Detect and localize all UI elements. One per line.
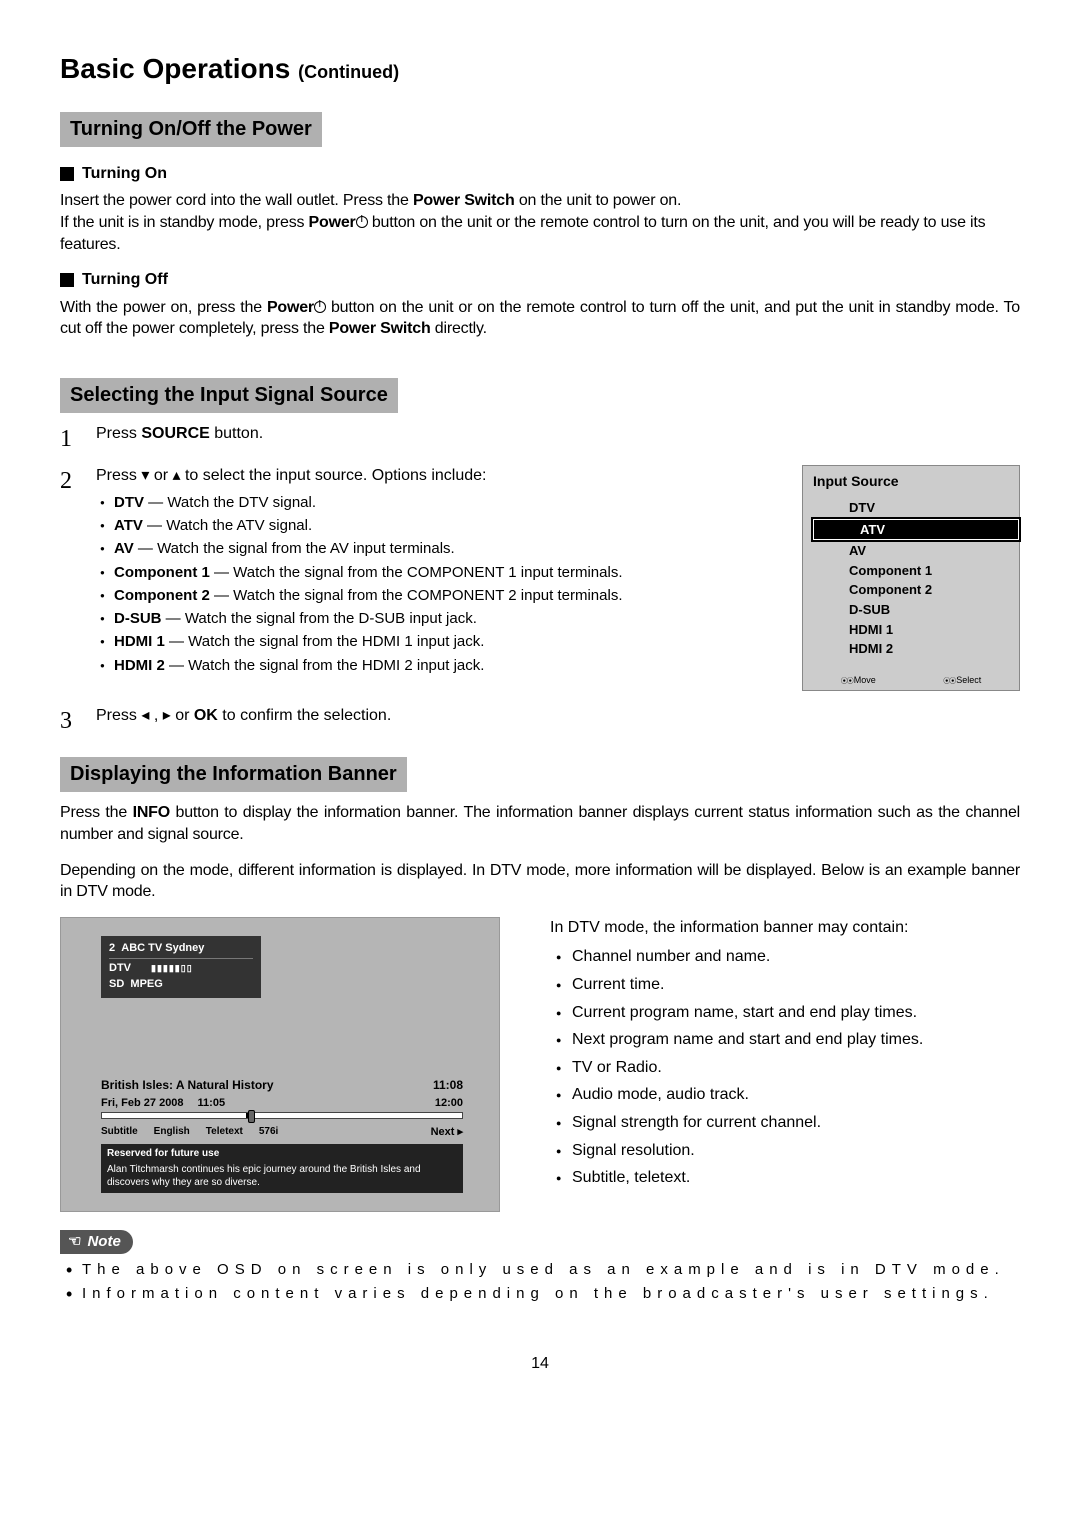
input-source-item[interactable]: Component 2 bbox=[849, 581, 1009, 599]
sub-heading-turning-off: Turning Off bbox=[60, 269, 1020, 291]
input-source-item[interactable]: DTV bbox=[849, 499, 1009, 517]
section-source-heading: Selecting the Input Signal Source bbox=[60, 378, 398, 413]
foot-select: Select bbox=[943, 674, 981, 686]
section-info-heading: Displaying the Information Banner bbox=[60, 757, 407, 792]
info-p2: Depending on the mode, different informa… bbox=[60, 860, 1020, 903]
page-title: Basic Operations (Continued) bbox=[60, 50, 1020, 88]
turning-off-text: With the power on, press the Power butto… bbox=[60, 297, 1020, 340]
input-source-item[interactable]: D-SUB bbox=[849, 601, 1009, 619]
step-2-text: Press ▾ or ▴ to select the input source.… bbox=[96, 467, 486, 484]
input-source-item[interactable]: HDMI 2 bbox=[849, 640, 1009, 658]
banner-contains-list: Channel number and name. Current time. C… bbox=[550, 946, 1020, 1188]
banner-description: Reserved for future use Alan Titchmarsh … bbox=[101, 1144, 463, 1193]
program-title: British Isles: A Natural History bbox=[101, 1077, 274, 1093]
step-3: 3 Press ◂ , ▸ or OK to confirm the selec… bbox=[60, 705, 1020, 737]
step-2: 2 Press ▾ or ▴ to select the input sourc… bbox=[60, 465, 762, 679]
next-label: Next ▸ bbox=[431, 1125, 463, 1140]
info-banner-example: 2 ABC TV Sydney DTV▮▮▮▮▮▯▯ SD MPEG Briti… bbox=[60, 917, 500, 1212]
power-icon bbox=[356, 216, 368, 228]
input-source-menu: Input Source DTV ATV AV Component 1 Comp… bbox=[802, 465, 1020, 691]
signal-strength-icon: ▮▮▮▮▮▯▯ bbox=[151, 962, 193, 975]
note-list: The above OSD on screen is only used as … bbox=[60, 1260, 1020, 1305]
input-source-item[interactable]: HDMI 1 bbox=[849, 621, 1009, 639]
source-options-list: DTV — Watch the DTV signal. ATV — Watch … bbox=[96, 493, 762, 676]
input-source-item-selected[interactable]: ATV bbox=[813, 519, 1019, 541]
current-time: 11:08 bbox=[433, 1077, 463, 1093]
note-label: Note bbox=[60, 1230, 133, 1254]
power-icon bbox=[314, 301, 326, 313]
input-source-items: DTV ATV AV Component 1 Component 2 D-SUB… bbox=[803, 497, 1019, 669]
section-power-heading: Turning On/Off the Power bbox=[60, 112, 322, 147]
page-number: 14 bbox=[60, 1353, 1020, 1375]
contains-intro: In DTV mode, the information banner may … bbox=[550, 917, 1020, 939]
step-number: 3 bbox=[60, 705, 78, 737]
info-p1: Press the INFO button to display the inf… bbox=[60, 802, 1020, 845]
input-source-item[interactable]: AV bbox=[849, 542, 1009, 560]
progress-bar bbox=[101, 1112, 463, 1119]
step-1: 1 Press SOURCE button. bbox=[60, 423, 1020, 455]
turning-on-text: Insert the power cord into the wall outl… bbox=[60, 190, 1020, 255]
input-source-footer: Move Select bbox=[803, 670, 1019, 690]
banner-program-box: British Isles: A Natural History 11:08 F… bbox=[101, 1077, 463, 1192]
banner-channel-box: 2 ABC TV Sydney DTV▮▮▮▮▮▯▯ SD MPEG bbox=[101, 936, 261, 998]
title-main: Basic Operations bbox=[60, 53, 290, 84]
title-continued: (Continued) bbox=[298, 62, 399, 82]
step-number: 2 bbox=[60, 465, 78, 679]
step-number: 1 bbox=[60, 423, 78, 455]
input-source-item[interactable]: Component 1 bbox=[849, 562, 1009, 580]
foot-move: Move bbox=[841, 674, 876, 686]
input-source-title: Input Source bbox=[803, 466, 1019, 497]
sub-heading-turning-on: Turning On bbox=[60, 163, 1020, 185]
